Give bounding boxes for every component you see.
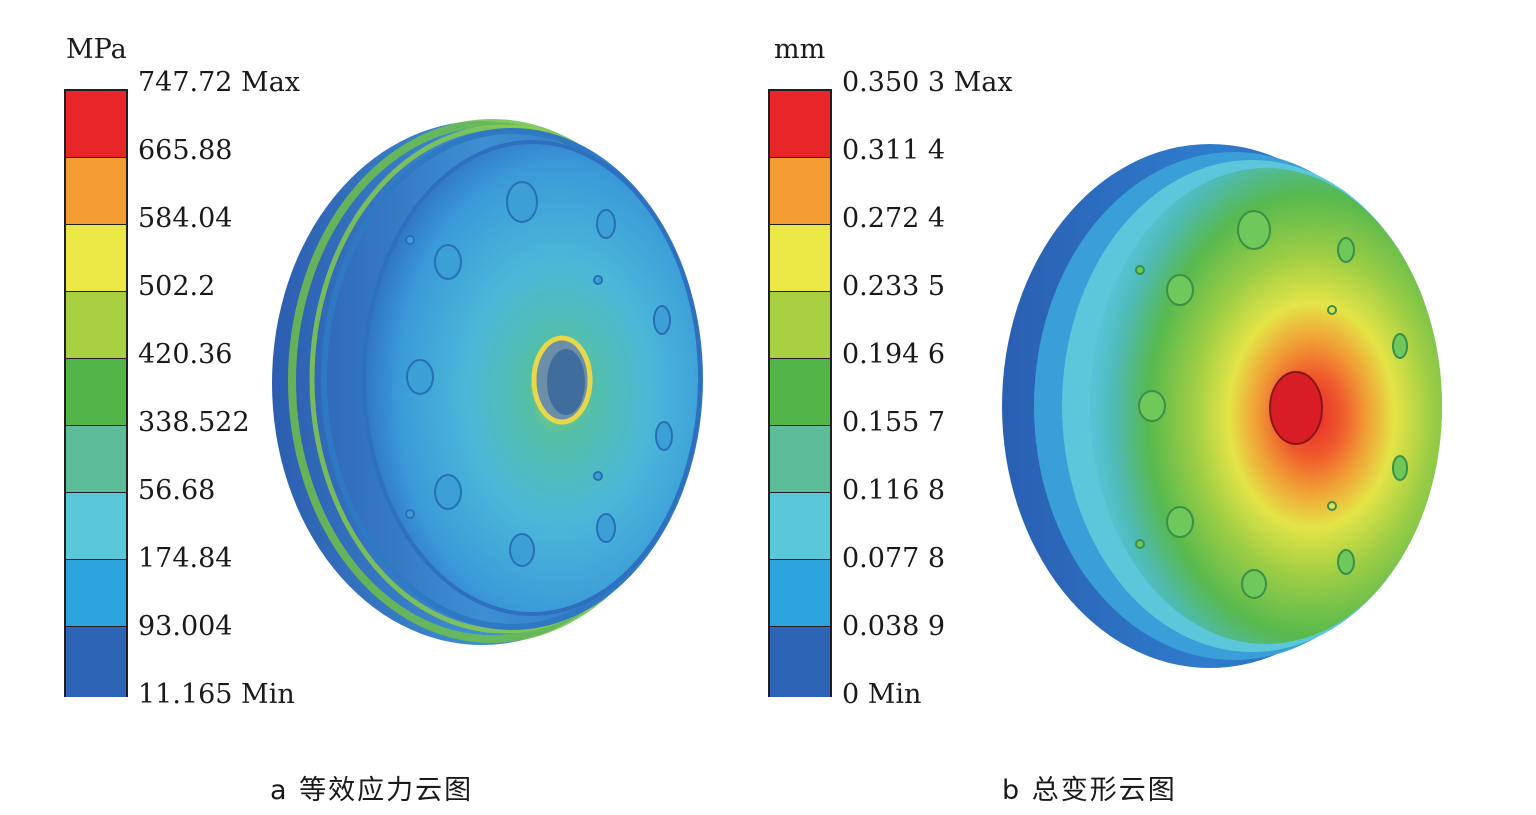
deformation-caption: b 总变形云图 [1002, 775, 1177, 806]
deformation-legend-swatch-4 [770, 292, 830, 360]
stress-legend-swatch-9 [66, 627, 126, 697]
bolt-hole [596, 513, 616, 543]
small-hole [1135, 539, 1145, 549]
stress-tick-label: 420.36 [138, 339, 233, 370]
deformation-legend-swatch-5 [770, 359, 830, 427]
stress-tick-label: 93.004 [138, 611, 233, 642]
deformation-tick-label: 0.194 6 [842, 339, 946, 370]
deformation-legend-swatch-1 [770, 91, 830, 159]
stress-tick-label: 11.165 Min [138, 679, 295, 710]
center-hole-inner [547, 349, 585, 415]
deformation-unit-label: mm [774, 34, 826, 65]
deformation-tick-label: 0.116 8 [842, 475, 946, 506]
deformation-contour-model [1002, 144, 1442, 668]
bolt-hole [596, 209, 616, 239]
center-boss [1269, 371, 1323, 445]
deformation-tick-label: 0 Min [842, 679, 922, 710]
stress-legend-swatch-4 [66, 292, 126, 360]
stress-legend-swatch-7 [66, 493, 126, 561]
deformation-tick-label: 0.077 8 [842, 543, 946, 574]
bolt-hole [1392, 333, 1408, 359]
bolt-hole [1241, 569, 1267, 599]
bolt-hole [1392, 455, 1408, 481]
stress-legend-swatch-6 [66, 426, 126, 494]
stress-tick-label: 174.84 [138, 543, 233, 574]
stress-legend-swatch-8 [66, 560, 126, 628]
deformation-legend-swatch-3 [770, 225, 830, 293]
bolt-hole [1166, 506, 1194, 538]
deformation-color-legend [768, 89, 832, 697]
stress-tick-label: 747.72 Max [138, 67, 301, 98]
bolt-hole [1337, 237, 1355, 263]
deformation-legend-swatch-2 [770, 158, 830, 226]
stress-tick-label: 56.68 [138, 475, 216, 506]
bolt-hole [1337, 549, 1355, 575]
stress-legend-swatch-1 [66, 91, 126, 159]
bolt-hole [406, 359, 434, 395]
small-hole [405, 235, 415, 245]
stress-caption: a 等效应力云图 [270, 775, 474, 806]
deformation-legend-swatch-9 [770, 627, 830, 697]
bolt-hole [434, 474, 462, 510]
stress-contour-model [272, 119, 703, 645]
stress-tick-label: 502.2 [138, 271, 216, 302]
deformation-tick-label: 0.350 3 Max [842, 67, 1013, 98]
bolt-hole [434, 244, 462, 280]
deformation-tick-label: 0.233 5 [842, 271, 946, 302]
deformation-panel: mm 0.350 3 Max 0.311 4 0.272 4 0.233 5 0… [760, 0, 1536, 815]
bolt-hole [506, 181, 538, 223]
small-hole [405, 509, 415, 519]
small-hole [1327, 305, 1337, 315]
stress-unit-label: MPa [66, 34, 127, 65]
small-hole [1135, 265, 1145, 275]
deformation-tick-label: 0.272 4 [842, 203, 946, 234]
stress-panel: MPa 747.72 Max 665.88 584.04 502.2 420.3… [0, 0, 760, 815]
small-hole [593, 275, 603, 285]
stress-legend-swatch-5 [66, 359, 126, 427]
small-hole [593, 471, 603, 481]
deformation-tick-label: 0.155 7 [842, 407, 946, 438]
stress-tick-label: 584.04 [138, 203, 233, 234]
deformation-legend-swatch-7 [770, 493, 830, 561]
deformation-legend-swatch-8 [770, 560, 830, 628]
stress-legend-swatch-3 [66, 225, 126, 293]
bolt-hole [1166, 274, 1194, 306]
stress-legend-swatch-2 [66, 158, 126, 226]
deformation-tick-label: 0.311 4 [842, 135, 946, 166]
bolt-hole [1138, 390, 1166, 422]
stress-color-legend [64, 89, 128, 697]
bolt-hole [653, 305, 671, 335]
bolt-hole [655, 421, 673, 451]
deformation-legend-swatch-6 [770, 426, 830, 494]
deformation-tick-label: 0.038 9 [842, 611, 946, 642]
bolt-hole [1237, 210, 1271, 250]
small-hole [1327, 501, 1337, 511]
stress-tick-label: 338.522 [138, 407, 250, 438]
bolt-hole [509, 533, 535, 567]
stress-tick-label: 665.88 [138, 135, 233, 166]
